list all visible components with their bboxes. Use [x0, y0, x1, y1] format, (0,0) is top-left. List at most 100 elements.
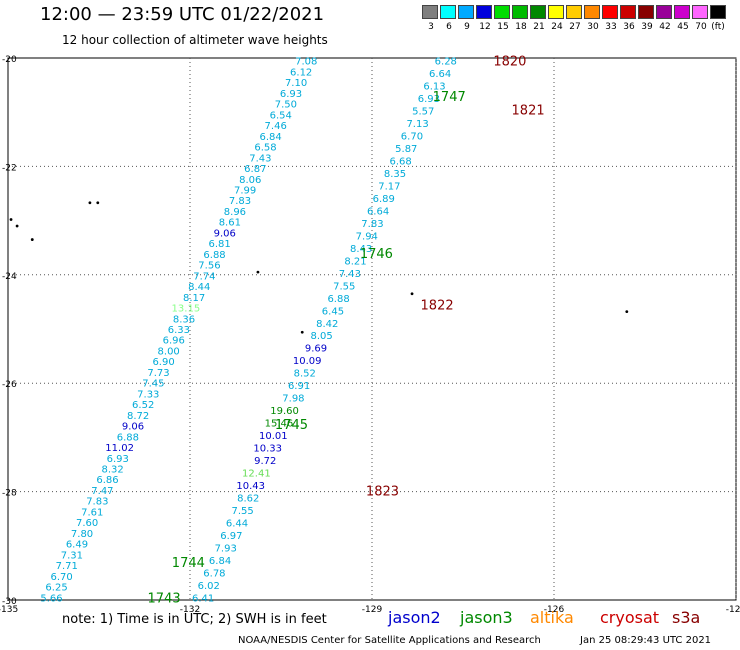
- colorbar-cell: [494, 5, 510, 19]
- swh-value-label: 8.36: [173, 314, 195, 325]
- swh-value-label: 6.68: [390, 157, 412, 168]
- island-marker: [256, 270, 260, 274]
- swh-value-label: 8.05: [311, 331, 333, 342]
- swh-value-label: 8.72: [127, 411, 149, 422]
- swh-value-label: 9.72: [254, 456, 276, 467]
- swh-value-label: 7.83: [229, 196, 251, 207]
- swh-value-label: 7.13: [406, 119, 428, 130]
- swh-value-label: 7.45: [142, 379, 164, 390]
- map-subtitle: 12 hour collection of altimeter wave hei…: [62, 33, 328, 47]
- colorbar-label: 27: [569, 22, 581, 32]
- swh-value-label: 7.08: [295, 57, 317, 68]
- swh-value-label: 6.12: [290, 67, 312, 78]
- swh-value-label: 6.49: [66, 540, 88, 551]
- swh-value-label: 6.93: [280, 89, 302, 100]
- swh-value-label: 6.28: [435, 57, 457, 68]
- colorbar-label: 21: [533, 22, 545, 32]
- swh-value-label: 10.33: [253, 444, 282, 455]
- swh-value-label: 7.33: [137, 389, 159, 400]
- swh-value-label: 6.78: [203, 568, 225, 579]
- swh-value-label: 6.88: [327, 294, 349, 305]
- swh-value-label: 6.70: [51, 572, 73, 583]
- colorbar-label: 12: [479, 22, 491, 32]
- swh-value-label: 7.43: [249, 153, 271, 164]
- colorbar-label: 45: [677, 22, 689, 32]
- island-marker: [410, 292, 414, 296]
- swh-value-label: 7.73: [147, 368, 169, 379]
- swh-value-label: 7.50: [275, 100, 297, 111]
- swh-value-label: 12.41: [242, 469, 271, 480]
- swh-value-label: 9.69: [305, 344, 327, 355]
- colorbar-cell: [602, 5, 618, 19]
- swh-value-label: 7.60: [76, 518, 98, 529]
- colorbar-label: 30: [587, 22, 599, 32]
- x-tick-label: -126: [544, 605, 565, 615]
- footer-note: note: 1) Time is in UTC; 2) SWH is in fe…: [62, 612, 327, 627]
- colorbar-cell: [476, 5, 492, 19]
- swh-value-label: 8.44: [188, 282, 210, 293]
- island-marker: [625, 310, 629, 314]
- swh-value-label: 9.06: [214, 228, 236, 239]
- colorbar-cell: [422, 5, 438, 19]
- credit-line: NOAA/NESDIS Center for Satellite Applica…: [238, 635, 541, 646]
- swh-value-label: 6.44: [226, 518, 248, 529]
- swh-value-label: 8.21: [344, 256, 366, 267]
- x-tick-label: -129: [362, 605, 383, 615]
- pass-number-label: 1823: [366, 485, 399, 500]
- colorbar-cell: [692, 5, 708, 19]
- colorbar-label: 36: [623, 22, 635, 32]
- pass-number-label: 1820: [493, 55, 526, 70]
- swh-value-label: 6.02: [198, 581, 220, 592]
- swh-value-label: 15.46: [265, 419, 294, 430]
- swh-value-label: 7.43: [339, 269, 361, 280]
- swh-value-label: 7.56: [198, 261, 220, 272]
- satellite-legend-s3a: s3a: [672, 608, 701, 627]
- pass-number-label: 1821: [512, 103, 545, 118]
- swh-value-label: 7.55: [232, 506, 254, 517]
- swh-value-label: 6.54: [270, 110, 292, 121]
- colorbar-cell: [584, 5, 600, 19]
- swh-value-label: 11.02: [105, 443, 134, 454]
- colorbar-label: 6: [446, 22, 452, 32]
- satellite-legend-jason2: jason2: [388, 608, 441, 627]
- colorbar-label: 39: [641, 22, 653, 32]
- swh-value-label: 9.06: [122, 422, 144, 433]
- island-marker: [30, 238, 34, 241]
- pass-number-label: 1822: [421, 299, 454, 314]
- colorbar-cell: [548, 5, 564, 19]
- swh-value-label: 6.84: [209, 556, 231, 567]
- swh-value-label: 7.99: [234, 185, 256, 196]
- swh-value-label: 7.94: [356, 231, 378, 242]
- swh-value-label: 5.87: [395, 144, 417, 155]
- swh-value-label: 6.64: [429, 69, 451, 80]
- swh-value-label: 6.88: [117, 432, 139, 443]
- swh-value-label: 8.06: [239, 175, 261, 186]
- swh-value-label: 10.43: [236, 481, 265, 492]
- colorbar-label: 33: [605, 22, 617, 32]
- satellite-legend-altika: altika: [530, 608, 574, 627]
- swh-value-label: 6.91: [288, 381, 310, 392]
- colorbar-label: 42: [659, 22, 671, 32]
- y-tick-label: -30: [2, 597, 17, 607]
- swh-value-label: 7.61: [81, 507, 103, 518]
- swh-value-label: 6.90: [152, 357, 174, 368]
- colorbar-cell: [566, 5, 582, 19]
- pass-number-label: 1744: [172, 556, 205, 571]
- swh-value-label: 6.89: [373, 194, 395, 205]
- swh-value-label: 8.17: [183, 293, 205, 304]
- pass-number-label: 1743: [148, 591, 181, 606]
- swh-value-label: 7.83: [361, 219, 383, 230]
- swh-value-label: 8.61: [219, 218, 241, 229]
- swh-value-label: 6.13: [423, 82, 445, 93]
- y-tick-label: -26: [2, 380, 17, 390]
- island-marker: [96, 201, 100, 205]
- y-tick-label: -28: [2, 489, 17, 499]
- colorbar-cell: [620, 5, 636, 19]
- colorbar-cell: [530, 5, 546, 19]
- swh-value-label: 6.81: [209, 239, 231, 250]
- swh-value-label: 7.10: [285, 78, 307, 89]
- colorbar-cell: [440, 5, 456, 19]
- swh-value-label: 6.87: [244, 164, 266, 175]
- colorbar-label: 70: [695, 22, 707, 32]
- colorbar-label: 9: [464, 22, 470, 32]
